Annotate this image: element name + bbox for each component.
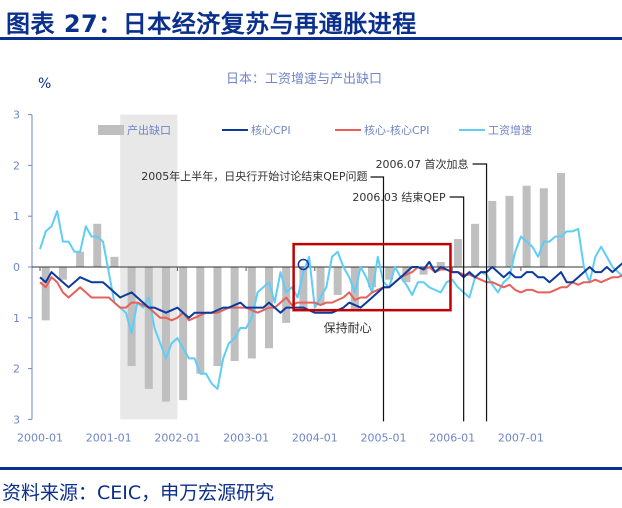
source-note: 资料来源：CEIC，申万宏源研究 [2, 482, 275, 504]
y-tick-label: 0 [13, 261, 20, 274]
x-tick-label: 2007-01 [498, 431, 544, 444]
annotation-leader-line [449, 196, 465, 422]
y-axis-unit: % [38, 76, 51, 92]
annotation-qep-discussion: 2005年上半年，日央行开始讨论结束QEP问题 [141, 169, 367, 183]
y-tick-label: -2 [12, 363, 20, 376]
output-gap-bar [230, 267, 239, 361]
output-gap-bar [161, 267, 170, 402]
x-tick-label: 2006-01 [429, 431, 475, 444]
output-gap-bar [505, 195, 514, 267]
figure-title: 图表 27：日本经济复苏与再通胀进程 [6, 10, 417, 38]
title-divider [0, 37, 622, 40]
legend: 产出缺口 核心CPI 核心-核心CPI 工资增速 [98, 123, 532, 137]
y-tick-label: -3 [12, 413, 20, 426]
legend-label: 核心-核心CPI [364, 123, 430, 137]
output-gap-bar [556, 173, 565, 267]
annotation-first-rate-hike: 2006.07 首次加息 [376, 157, 469, 171]
output-gap-bar [522, 185, 531, 267]
annotation-leader-line [370, 176, 385, 422]
legend-label: 工资增速 [488, 123, 532, 137]
output-gap-bar [179, 267, 188, 401]
series-line [39, 210, 622, 390]
chart-area: % 日本：工资增速与产出缺口 3 2 1 0 -1 -2 -3 2000-01 2001-01 2… [9, 52, 622, 462]
output-gap-bar [41, 267, 50, 321]
output-gap-bar [247, 267, 256, 359]
output-gap-bar [419, 267, 428, 275]
x-tick-label: 2004-01 [292, 431, 338, 444]
series-line [39, 260, 622, 319]
x-tick-label: 2000-01 [17, 431, 63, 444]
chart-title: 日本：工资增速与产出缺口 [226, 72, 382, 87]
x-tick-label: 2005-01 [361, 431, 407, 444]
axes: 3 2 1 0 -1 -2 -3 2000-01 2001-01 2002-01 2003-01 20… [9, 109, 584, 444]
x-tick-label: 2002-01 [154, 431, 200, 444]
legend-swatch-bar [98, 125, 124, 135]
output-gap-bar [471, 223, 480, 267]
output-gap-bar [436, 261, 445, 267]
y-tick-label: 3 [13, 109, 20, 122]
output-gap-bar [76, 251, 85, 267]
source-divider [0, 467, 622, 470]
y-tick-label: -1 [12, 312, 20, 325]
line-series [39, 210, 622, 390]
y-tick-label: 1 [13, 210, 20, 223]
output-gap-bar [110, 256, 119, 267]
output-gap-bar [196, 267, 205, 374]
annotations: 2005年上半年，日央行开始讨论结束QEP问题 2006.03 结束QEP 2006… [141, 157, 488, 422]
output-gap-bar [144, 267, 153, 389]
annotation-patience: 保持耐心 [324, 320, 372, 335]
annotation-end-qep: 2006.03 结束QEP [352, 191, 446, 204]
output-gap-bar [93, 223, 102, 267]
output-gap-bar [368, 267, 377, 288]
output-gap-bar [213, 267, 222, 367]
x-tick-label: 2003-01 [223, 431, 269, 444]
output-gap-bars [41, 173, 565, 402]
legend-label: 产出缺口 [127, 123, 171, 137]
output-gap-bar [316, 267, 325, 306]
patience-highlight-box [292, 242, 452, 312]
output-gap-bar [539, 188, 548, 267]
output-gap-bar [282, 267, 291, 323]
output-gap-bar [58, 267, 67, 280]
output-gap-bar [127, 267, 136, 367]
output-gap-bar [488, 200, 497, 267]
output-gap-bar [385, 267, 394, 280]
chart-svg: % 日本：工资增速与产出缺口 3 2 1 0 -1 -2 -3 2000-01 2001-01 2… [9, 52, 622, 462]
output-gap-bar [333, 267, 342, 295]
y-tick-label: 2 [13, 159, 20, 172]
peak-marker-icon [297, 258, 310, 271]
x-tick-label: 2001-01 [86, 431, 132, 444]
legend-label: 核心CPI [251, 123, 291, 137]
output-gap-bar [453, 239, 462, 267]
output-gap-bar [299, 267, 308, 311]
annotation-leader-line [472, 163, 488, 422]
